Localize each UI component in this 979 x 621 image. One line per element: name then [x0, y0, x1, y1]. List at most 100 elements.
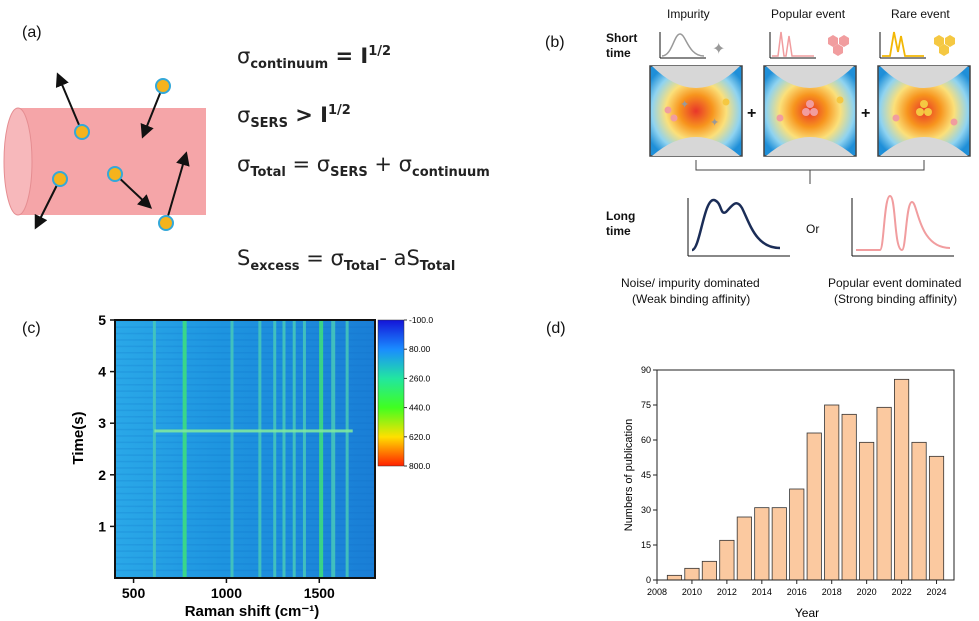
rare-spectrum-icon — [879, 31, 926, 59]
bar-xtick-label: 2022 — [892, 587, 912, 597]
heatmap-texture — [115, 467, 375, 469]
heatmap-texture — [115, 505, 375, 508]
heatmap-texture — [115, 352, 375, 354]
bar-2018 — [824, 404, 840, 581]
bar-2011 — [701, 560, 717, 581]
heatmap-texture — [115, 518, 375, 520]
bar-xtick-label: 2014 — [752, 587, 772, 597]
heatmap-texture — [115, 371, 375, 373]
bar-chart: 0 15 30 45 60 75 90 2008 2010 2012 2014 2016 2018 202… — [623, 365, 955, 620]
bar-2012 — [719, 539, 735, 581]
heatmap-band — [282, 320, 286, 578]
bar-frame — [656, 369, 955, 581]
bar-2010 — [684, 567, 700, 581]
molecule-dot — [107, 166, 123, 182]
colorbar-tick-label: 260.0 — [409, 373, 431, 383]
long-time-spectra — [687, 194, 954, 257]
heatmap-texture — [115, 524, 375, 527]
rare-event-label: Rare event — [891, 7, 950, 21]
heatmap-ytick-label: 3 — [98, 415, 106, 431]
bar-xtick-label: 2018 — [822, 587, 842, 597]
junction-box-impurity: ✦✦ — [649, 65, 743, 157]
heatmap-texture — [115, 403, 375, 405]
impurity-label: Impurity — [667, 7, 710, 21]
bar-ytick-label: 15 — [641, 540, 651, 550]
heatmap-ytick-label: 2 — [98, 467, 106, 483]
bar-2022 — [894, 378, 910, 581]
heatmap-xtick-label: 500 — [122, 585, 146, 601]
heatmap-xtick-label: 1000 — [211, 585, 242, 601]
bar-xtick-label: 2016 — [787, 587, 807, 597]
bar-ytick-label: 90 — [641, 365, 651, 375]
bar-xtick-label: 2024 — [927, 587, 947, 597]
bar-2016 — [789, 488, 805, 581]
heatmap-texture — [115, 531, 375, 533]
cylinder-body — [18, 108, 206, 215]
svg-text:✦: ✦ — [680, 99, 689, 111]
equation-sers: σSERS > I1/2 — [237, 103, 351, 132]
long-time-label: Long time — [606, 209, 636, 238]
panel-c-label: (c) — [22, 320, 41, 337]
molecule-dot — [74, 124, 90, 140]
molecule-dot — [155, 78, 171, 94]
rare-hexagon-icon — [934, 35, 955, 56]
heatmap-ylabel: Time(s) — [70, 411, 87, 464]
heatmap-frame — [114, 319, 376, 579]
heatmap-texture — [115, 550, 375, 552]
bar-2024 — [928, 455, 945, 581]
heatmap-xtick-label: 1500 — [304, 585, 335, 601]
short-time-label: Short time — [606, 31, 638, 60]
bar-xtick-label: 2010 — [682, 587, 702, 597]
molecule-dot — [158, 215, 174, 231]
merge-bracket — [695, 160, 925, 184]
caption-left-line1: Noise/ impurity dominated — [621, 276, 760, 290]
junction-box-popular — [763, 65, 857, 157]
bar-xtick-label: 2008 — [647, 587, 667, 597]
heatmap-xlabel: Raman shift (cm⁻¹) — [185, 603, 320, 620]
bar-ytick-label: 0 — [646, 575, 651, 585]
equation-excess: Sexcess = σTotal- aSTotal — [237, 246, 456, 275]
bar-ytick-label: 75 — [641, 400, 651, 410]
heatmap-band — [292, 320, 296, 578]
heatmap-chart: -100.0 80.00 260.0 440.0 620.0 800.0 500 1000 1… — [70, 312, 433, 620]
heatmap-event-line — [154, 429, 353, 433]
heatmap-band — [182, 320, 187, 578]
plus-sign-2: + — [861, 105, 870, 122]
heatmap-texture — [115, 364, 375, 367]
heatmap-band — [152, 320, 156, 578]
svg-text:✦: ✦ — [710, 117, 719, 129]
heatmap-texture — [115, 358, 375, 360]
caption-right-line1: Popular event dominated — [828, 276, 962, 290]
bar-2023 — [911, 441, 927, 581]
heatmap-texture — [115, 480, 375, 482]
colorbar-tick-label: 80.00 — [409, 344, 431, 354]
heatmap-texture — [115, 345, 375, 348]
heatmap-texture — [115, 435, 375, 437]
nanowire-diagram — [3, 72, 206, 231]
heatmap-texture — [115, 569, 375, 572]
heatmap-texture — [115, 396, 375, 399]
caption-left-line2: (Weak binding affinity) — [632, 292, 751, 306]
heatmap-texture — [115, 512, 375, 514]
heatmap-texture — [115, 339, 375, 341]
heatmap-texture — [115, 499, 375, 501]
heatmap-texture — [115, 486, 375, 488]
bar-xtick-label: 2020 — [857, 587, 877, 597]
bar-2020 — [859, 441, 875, 581]
heatmap-texture — [115, 416, 375, 418]
heatmap-texture — [115, 563, 375, 565]
popular-hexagon-icon — [828, 35, 849, 56]
colorbar-tick-label: 440.0 — [409, 403, 431, 413]
equation-continuum: σcontinuum = I1/2 — [237, 44, 392, 73]
impurity-spectrum-icon — [659, 32, 706, 59]
heatmap-texture — [115, 332, 375, 335]
cylinder-end — [3, 107, 33, 216]
heatmap-texture — [115, 556, 375, 559]
bar-ytick-label: 45 — [641, 470, 651, 480]
heatmap-texture — [115, 390, 375, 392]
heatmap-texture — [115, 326, 375, 328]
bar-2019 — [841, 413, 857, 581]
colorbar-tick-label: 620.0 — [409, 432, 431, 442]
heatmap-ytick-label: 1 — [98, 518, 106, 534]
panel-d-label: (d) — [546, 320, 566, 337]
